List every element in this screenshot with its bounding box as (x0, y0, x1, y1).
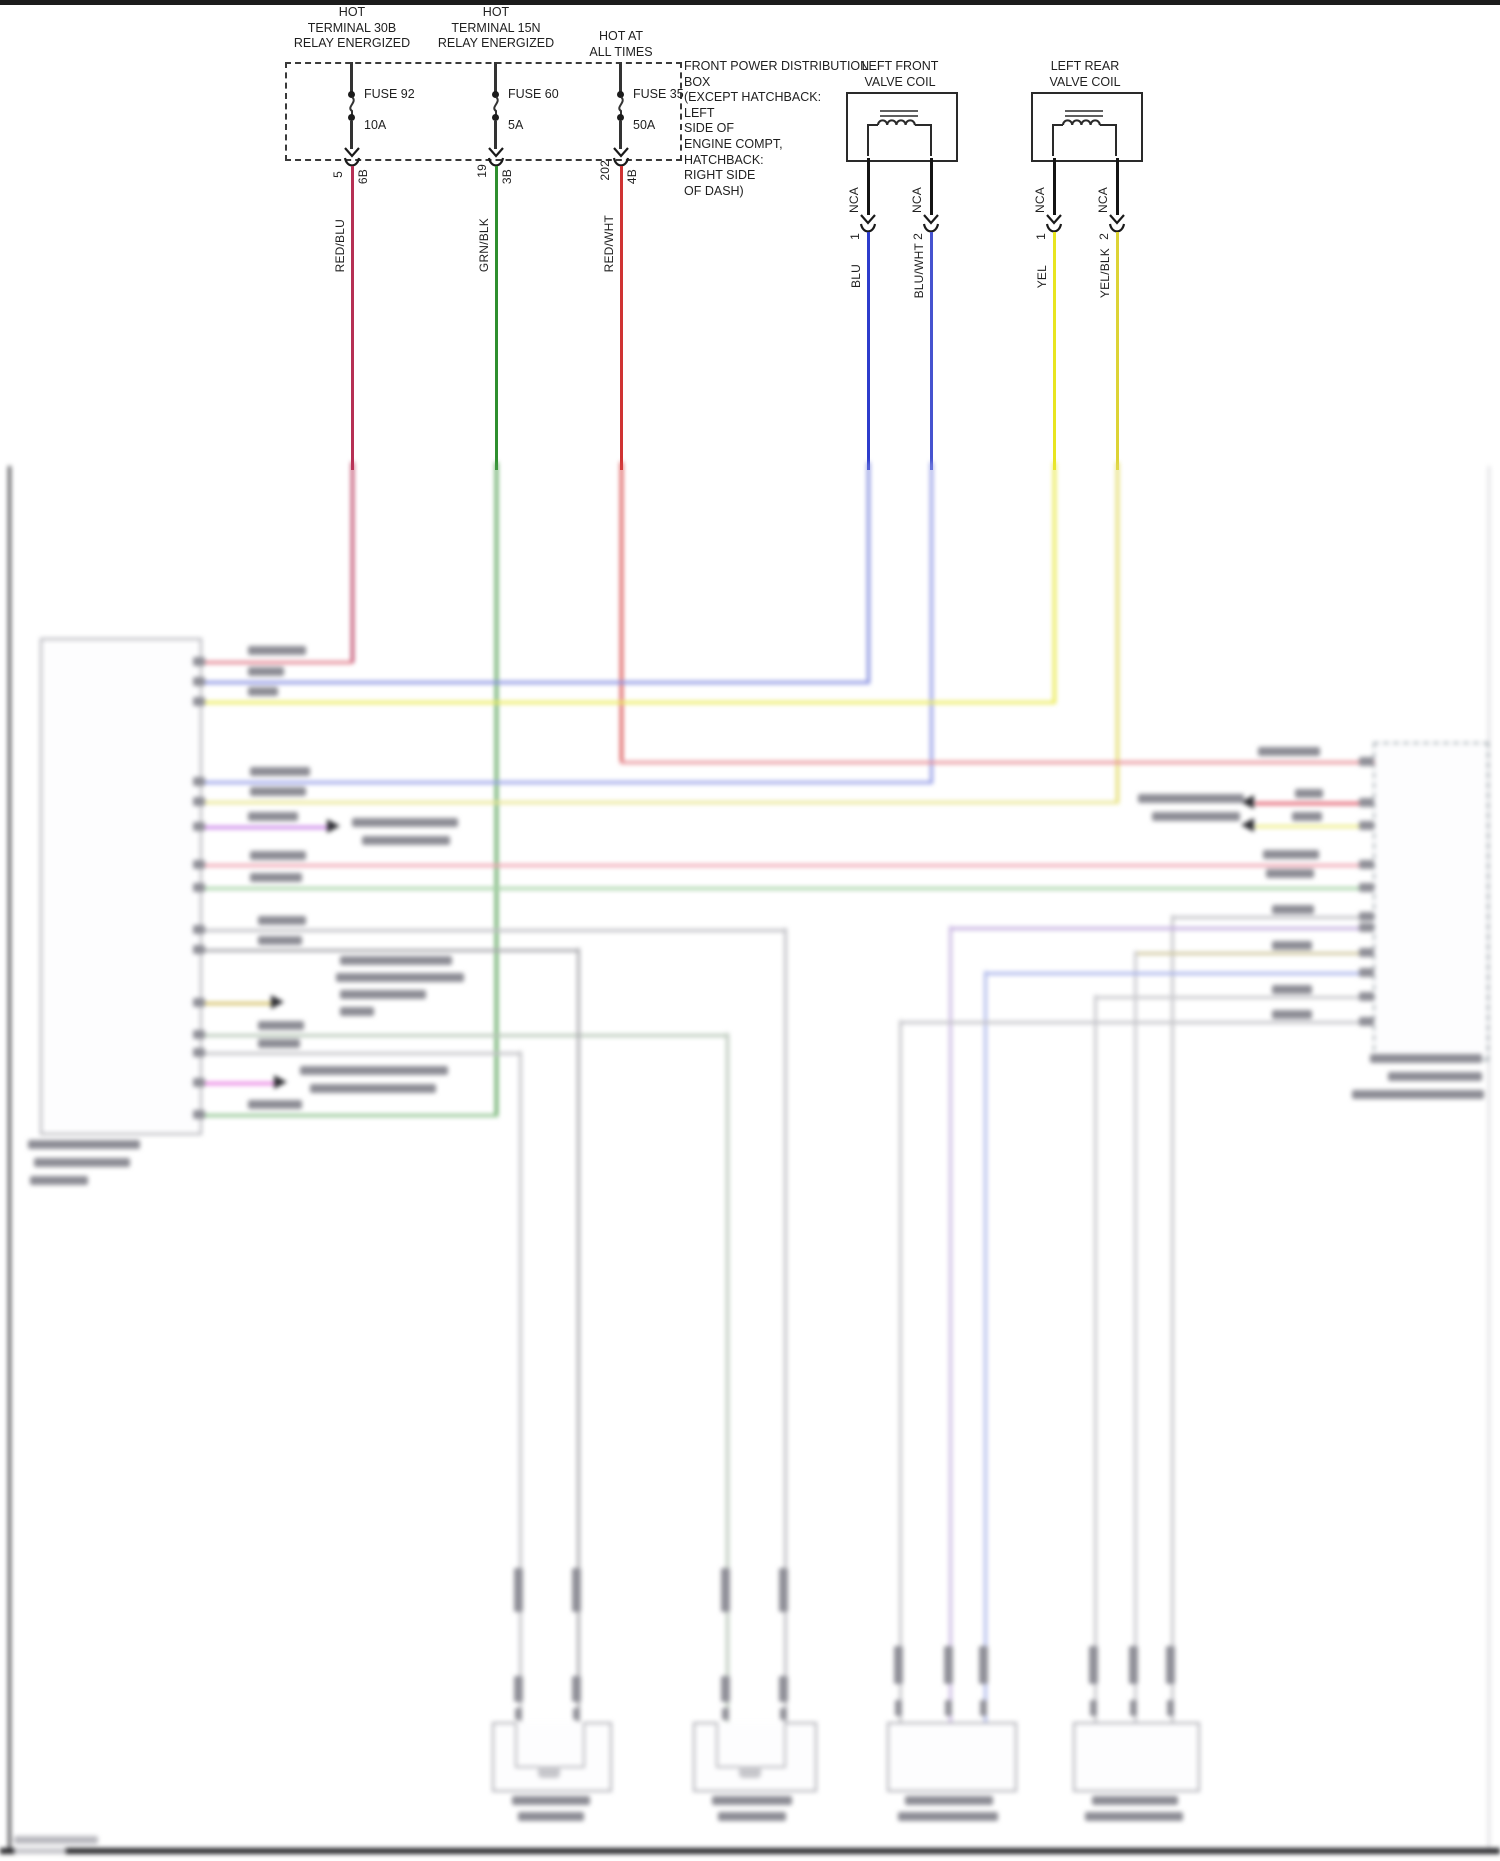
wire-grn-blk (494, 166, 498, 470)
arrow-down-icon (613, 147, 629, 158)
fuse-rating: 10A (364, 118, 387, 132)
left-module-box (40, 638, 202, 1135)
fuse-element-icon (349, 96, 355, 116)
fuse-box-outline (285, 62, 682, 161)
connector-socket-icon (343, 157, 361, 167)
wire-red-wht (619, 166, 623, 470)
top-frame-rule (0, 0, 1500, 5)
data-line-arrow-icon (1241, 795, 1254, 809)
power-title-1: HOT TERMINAL 30B RELAY ENERGIZED (293, 5, 411, 50)
fuse-element-icon (493, 96, 499, 116)
power-title-2: HOT TERMINAL 15N RELAY ENERGIZED (437, 5, 555, 50)
power-title-3: HOT AT ALL TIMES (589, 29, 653, 59)
component-title: LEFT FRONT VALVE COIL (861, 59, 939, 89)
watermark (14, 1848, 66, 1854)
fuse-name: FUSE 35 (633, 87, 684, 101)
data-line-arrow-icon (274, 1075, 287, 1089)
arrow-down-icon (1046, 214, 1062, 225)
watermark (14, 1836, 98, 1844)
component-title: LEFT REAR VALVE COIL (1049, 59, 1121, 89)
connector-socket-icon (1108, 223, 1126, 233)
fuse-box-note: FRONT POWER DISTRIBUTION BOX (EXCEPT HATC… (684, 59, 870, 198)
data-line-arrow-icon (327, 819, 340, 833)
connector-socket-icon (1045, 223, 1063, 233)
arrow-down-icon (344, 147, 360, 158)
fuse-name: FUSE 92 (364, 87, 415, 101)
arrow-down-icon (488, 147, 504, 158)
connector-socket-icon (487, 157, 505, 167)
connector-socket-icon (612, 157, 630, 167)
wire-blu-wht (929, 232, 933, 470)
connector-socket-icon (922, 223, 940, 233)
right-module-box (1373, 742, 1489, 1061)
fuse-rating: 5A (508, 118, 524, 132)
arrow-down-icon (860, 214, 876, 225)
coil-icon (867, 110, 932, 156)
wire-red-blu (350, 166, 354, 470)
data-line-arrow-icon (271, 995, 284, 1009)
arrow-down-icon (923, 214, 939, 225)
data-line-arrow-icon (1241, 818, 1254, 832)
wire-blu (866, 232, 870, 470)
wire-yel-blk (1115, 232, 1119, 470)
fuse-name: FUSE 60 (508, 87, 559, 101)
coil-icon (1052, 110, 1117, 156)
fuse-element-icon (618, 96, 624, 116)
bottom-component-4 (1073, 1722, 1200, 1792)
fuse-rating: 50A (633, 118, 656, 132)
bottom-component-3 (887, 1722, 1017, 1792)
wire-yel (1052, 232, 1056, 470)
connector-socket-icon (859, 223, 877, 233)
arrow-down-icon (1109, 214, 1125, 225)
